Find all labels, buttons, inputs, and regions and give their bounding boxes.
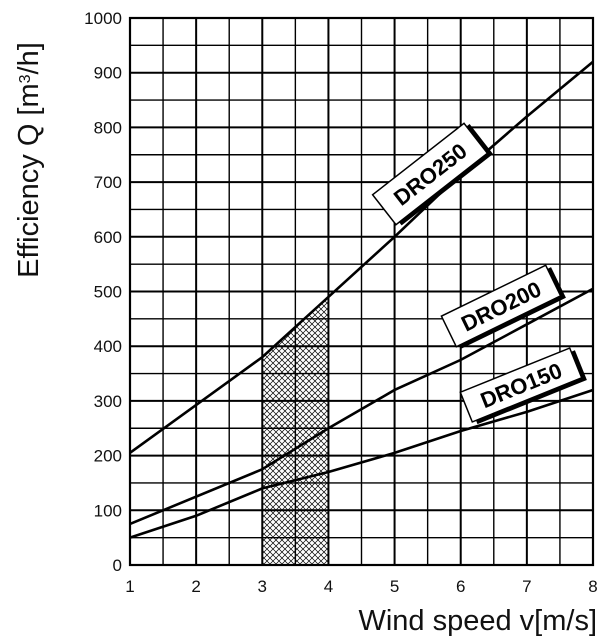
series-line-dro200: [129, 287, 594, 526]
x-tick-label: 8: [588, 577, 597, 596]
y-tick-label: 100: [94, 501, 122, 520]
x-tick-label: 3: [258, 577, 267, 596]
series-label-dro150: DRO150: [459, 347, 587, 425]
y-tick-label: 0: [113, 556, 122, 575]
x-axis-title: Wind speed v[m/s]: [358, 605, 597, 637]
y-tick-label: 600: [94, 228, 122, 247]
series-line-dro150: [129, 388, 594, 539]
y-tick-label: 1000: [84, 9, 122, 28]
plot-frame: [128, 16, 595, 567]
y-tick-label: 700: [94, 173, 122, 192]
label-box: [440, 264, 562, 348]
x-tick-label: 2: [191, 577, 200, 596]
label-box: [459, 347, 583, 423]
y-tick-label: 500: [94, 283, 122, 302]
y-tick-label: 400: [94, 337, 122, 356]
x-tick-label: 6: [456, 577, 465, 596]
y-tick-label: 900: [94, 64, 122, 83]
series-line-dro250: [129, 60, 594, 454]
y-axis-title: Efficiency Q [m3/h]: [13, 42, 45, 278]
label-box: [371, 122, 489, 226]
y-tick-label: 300: [94, 392, 122, 411]
x-tick-label: 5: [390, 577, 399, 596]
x-tick-label: 4: [324, 577, 333, 596]
x-tick-label: 7: [522, 577, 531, 596]
x-tick-label: 1: [125, 577, 134, 596]
series-label-dro250: DRO250: [371, 122, 494, 226]
y-tick-label: 200: [94, 447, 122, 466]
y-tick-label: 800: [94, 118, 122, 137]
